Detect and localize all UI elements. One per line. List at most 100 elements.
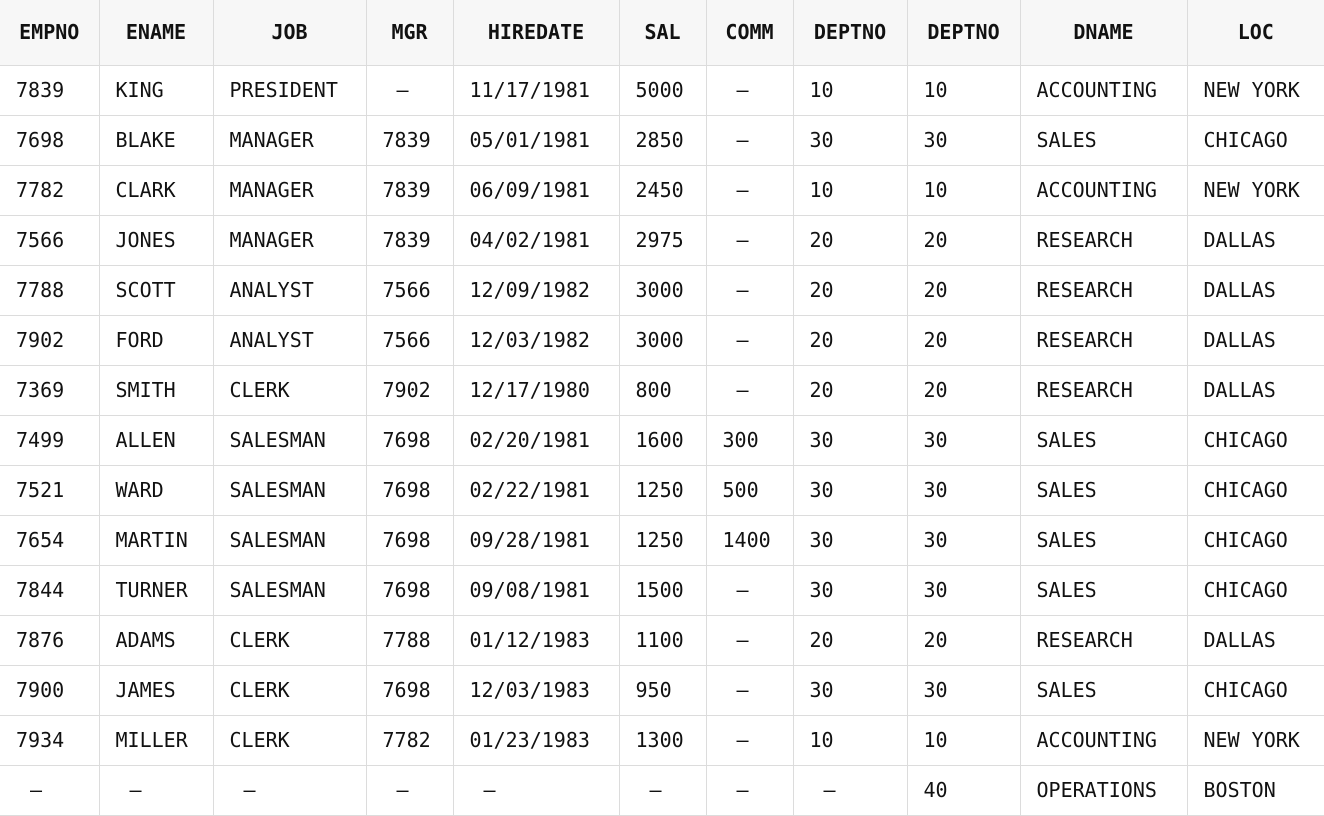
table-cell: – — [706, 765, 794, 816]
table-cell: 7839 — [366, 215, 454, 266]
table-cell: SMITH — [99, 365, 214, 416]
table-row[interactable]: 7844 TURNER SALESMAN 7698 09/08/1981 1500–30 3… — [0, 565, 1324, 616]
table-cell: SALESMAN — [213, 415, 367, 466]
table-cell: – — [706, 665, 794, 716]
column-header-ename[interactable]: ENAME — [99, 0, 214, 66]
table-cell: SALESMAN — [213, 565, 367, 616]
table-cell: CHICAGO — [1187, 415, 1324, 466]
table-cell: 09/28/1981 — [453, 515, 620, 566]
table-cell: – — [619, 765, 707, 816]
table-row[interactable]: 7900 JAMES CLERK 7698 12/03/1983 950–30 30 SALE… — [0, 665, 1324, 716]
table-row[interactable]: 7369 SMITH CLERK 7902 12/17/1980 800–20 20 RESE… — [0, 365, 1324, 416]
table-cell: CHICAGO — [1187, 465, 1324, 516]
table-cell: 12/09/1982 — [453, 265, 620, 316]
table-cell: 10 — [907, 65, 1021, 116]
table-cell: 7934 — [0, 715, 100, 766]
table-cell: 7902 — [366, 365, 454, 416]
column-header-comm[interactable]: COMM — [706, 0, 794, 66]
table-row[interactable]: 7788 SCOTT ANALYST 7566 12/09/1982 3000–20 20 R… — [0, 265, 1324, 316]
table-cell: OPERATIONS — [1020, 765, 1188, 816]
table-cell: 7698 — [366, 565, 454, 616]
table-cell: MANAGER — [213, 115, 367, 166]
column-header-deptno[interactable]: DEPTNO — [793, 0, 908, 66]
table-cell: 10 — [793, 165, 908, 216]
table-row[interactable]: 7902 FORD ANALYST 7566 12/03/1982 3000–20 20 RE… — [0, 315, 1324, 366]
table-row[interactable]: 7566 JONES MANAGER 7839 04/02/1981 2975–20 20 R… — [0, 215, 1324, 266]
table-cell: – — [793, 765, 908, 816]
table-cell: 2850 — [619, 115, 707, 166]
table-cell: NEW YORK — [1187, 715, 1324, 766]
table-cell: 7788 — [0, 265, 100, 316]
column-header-mgr[interactable]: MGR — [366, 0, 454, 66]
table-cell: DALLAS — [1187, 365, 1324, 416]
table-row[interactable]: 7698 BLAKE MANAGER 7839 05/01/1981 2850–30 30 S… — [0, 115, 1324, 166]
table-cell: 06/09/1981 — [453, 165, 620, 216]
table-cell: – — [0, 765, 100, 816]
table-cell: 20 — [907, 265, 1021, 316]
table-cell: CHICAGO — [1187, 515, 1324, 566]
table-cell: 7782 — [0, 165, 100, 216]
table-cell: ACCOUNTING — [1020, 65, 1188, 116]
table-row[interactable]: 7839 KING PRESIDENT –11/17/1981 5000–10 10 ACC… — [0, 65, 1324, 116]
table-cell: 12/03/1982 — [453, 315, 620, 366]
table-cell: 7698 — [366, 665, 454, 716]
table-cell: CLERK — [213, 665, 367, 716]
table-cell: 30 — [793, 415, 908, 466]
table-cell: DALLAS — [1187, 215, 1324, 266]
table-cell: – — [706, 615, 794, 666]
column-header-hiredate[interactable]: HIREDATE — [453, 0, 620, 66]
table-cell: 7521 — [0, 465, 100, 516]
table-cell: 7654 — [0, 515, 100, 566]
table-cell: JAMES — [99, 665, 214, 716]
table-cell: DALLAS — [1187, 615, 1324, 666]
table-cell: 5000 — [619, 65, 707, 116]
table-cell: ADAMS — [99, 615, 214, 666]
column-header-loc[interactable]: LOC — [1187, 0, 1324, 66]
table-cell: 20 — [793, 315, 908, 366]
table-row[interactable]: 7934 MILLER CLERK 7782 01/23/1983 1300–10 10 AC… — [0, 715, 1324, 766]
table-cell: MANAGER — [213, 215, 367, 266]
table-cell: PRESIDENT — [213, 65, 367, 116]
table-cell: 7876 — [0, 615, 100, 666]
table-cell: 300 — [706, 415, 794, 466]
column-header-empno[interactable]: EMPNO — [0, 0, 100, 66]
table-row[interactable]: – – – – – – – –40 OPERATIONS BOSTON — [0, 765, 1324, 816]
table-cell: SALESMAN — [213, 515, 367, 566]
table-cell: 20 — [793, 215, 908, 266]
table-cell: WARD — [99, 465, 214, 516]
table-cell: 3000 — [619, 315, 707, 366]
table-cell: – — [706, 715, 794, 766]
table-cell: 20 — [907, 215, 1021, 266]
table-cell: 09/08/1981 — [453, 565, 620, 616]
table-cell: 7698 — [366, 465, 454, 516]
table-cell: 950 — [619, 665, 707, 716]
table-row[interactable]: 7521 WARD SALESMAN 7698 02/22/1981 1250 500 30 3… — [0, 465, 1324, 516]
table-cell: 02/20/1981 — [453, 415, 620, 466]
table-cell: – — [453, 765, 620, 816]
table-cell: KING — [99, 65, 214, 116]
table-cell: 500 — [706, 465, 794, 516]
table-cell: – — [366, 65, 454, 116]
table-cell: 20 — [793, 265, 908, 316]
table-row[interactable]: 7499 ALLEN SALESMAN 7698 02/20/1981 1600 300 30… — [0, 415, 1324, 466]
table-cell: 30 — [907, 565, 1021, 616]
table-cell: 10 — [793, 65, 908, 116]
table-cell: 30 — [793, 465, 908, 516]
table-cell: 30 — [907, 465, 1021, 516]
table-cell: 30 — [907, 415, 1021, 466]
table-cell: 12/03/1983 — [453, 665, 620, 716]
column-header-dname[interactable]: DNAME — [1020, 0, 1188, 66]
table-row[interactable]: 7876 ADAMS CLERK 7788 01/12/1983 1100–20 20 RES… — [0, 615, 1324, 666]
table-row[interactable]: 7654 MARTIN SALESMAN 7698 09/28/1981 1250 1400… — [0, 515, 1324, 566]
column-header-sal[interactable]: SAL — [619, 0, 707, 66]
table-cell: 2450 — [619, 165, 707, 216]
table-cell: 05/01/1981 — [453, 115, 620, 166]
table-cell: 30 — [907, 515, 1021, 566]
table-cell: – — [99, 765, 214, 816]
column-header-deptno-2[interactable]: DEPTNO — [907, 0, 1021, 66]
table-cell: RESEARCH — [1020, 365, 1188, 416]
table-row[interactable]: 7782 CLARK MANAGER 7839 06/09/1981 2450–10 10 A… — [0, 165, 1324, 216]
table-cell: 7566 — [366, 265, 454, 316]
table-cell: 800 — [619, 365, 707, 416]
column-header-job[interactable]: JOB — [213, 0, 367, 66]
